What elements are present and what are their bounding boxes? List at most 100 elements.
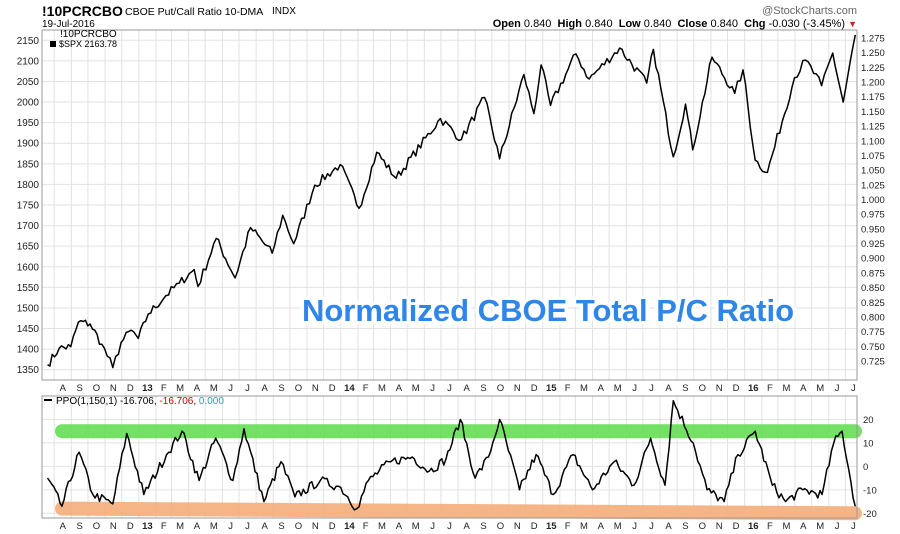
spx-line xyxy=(47,34,857,369)
ppo-legend: PPO(1,150,1) -16.706, -16.706, 0.000 xyxy=(44,396,224,407)
x-tick-label-lower: A xyxy=(800,521,807,532)
x-tick-label-upper: A xyxy=(262,383,269,394)
x-tick-label-upper: N xyxy=(514,383,521,394)
chg-value: -0.030 (-3.45%) xyxy=(768,18,846,30)
y-tick-label-right: 1.175 xyxy=(861,92,885,103)
x-tick-label-lower: A xyxy=(598,521,605,532)
stockcharts-watermark: @StockCharts.com xyxy=(762,5,857,17)
symbol-title: !10PCRCBO xyxy=(42,3,123,19)
x-tick-label-lower: 13 xyxy=(142,521,153,532)
x-tick-label-lower: S xyxy=(480,521,486,532)
ppo-value-2: -16.706 xyxy=(159,396,193,407)
y-tick-label-left: 1700 xyxy=(17,221,40,232)
chart-date: 19-Jul-2016 xyxy=(42,19,95,30)
y-tick-label-left: 1900 xyxy=(17,139,40,150)
panel-frames xyxy=(41,29,858,519)
y-tick-label-right: 1.075 xyxy=(861,151,885,162)
x-tick-label-upper: S xyxy=(480,383,486,394)
x-tick-label-lower: M xyxy=(816,521,824,532)
y-tick-label-left: 1550 xyxy=(17,283,40,294)
y-tick-label-right: 0.775 xyxy=(861,327,885,338)
x-tick-label-upper: M xyxy=(580,383,588,394)
x-tick-label-upper: J xyxy=(447,383,452,394)
chart-header: !10PCRCBO CBOE Put/Call Ratio 10-DMA IND… xyxy=(42,2,857,32)
low-label: Low xyxy=(618,18,641,30)
x-tick-label-upper: F xyxy=(767,383,773,394)
x-tick-label-upper: J xyxy=(835,383,840,394)
high-value: 0.840 xyxy=(585,18,613,30)
y-tick-label-left: 1600 xyxy=(17,262,40,273)
x-tick-label-upper: M xyxy=(378,383,386,394)
x-tick-label-upper: S xyxy=(76,383,82,394)
x-tick-label-lower: M xyxy=(378,521,386,532)
x-tick-label-upper: O xyxy=(699,383,706,394)
x-tick-label-lower: 15 xyxy=(546,521,557,532)
y-tick-label-right: 1.225 xyxy=(861,63,885,74)
x-tick-label-upper: J xyxy=(245,383,250,394)
x-tick-label-upper: S xyxy=(682,383,688,394)
x-tick-label-upper: M xyxy=(176,383,184,394)
y-tick-label-left: 1450 xyxy=(17,324,40,335)
ppo-value-1: -16.706 xyxy=(120,396,154,407)
x-tick-label-lower: M xyxy=(412,521,420,532)
x-tick-label-lower: F xyxy=(161,521,167,532)
y-tick-label-right: 1.125 xyxy=(861,122,885,133)
y-tick-label-right: 0.875 xyxy=(861,268,885,279)
y-tick-label-right: 1.200 xyxy=(861,78,885,89)
x-tick-label-upper: A xyxy=(194,383,201,394)
close-label: Close xyxy=(677,18,708,30)
x-tick-label-lower: S xyxy=(278,521,284,532)
y-tick-label-left: 1850 xyxy=(17,159,40,170)
x-tick-label-upper: O xyxy=(93,383,100,394)
ppo-line xyxy=(46,399,857,511)
x-tick-label-lower: M xyxy=(210,521,218,532)
y-tick-label-left: 1800 xyxy=(17,180,40,191)
x-tick-label-upper: A xyxy=(800,383,807,394)
x-tick-label-lower: A xyxy=(60,521,67,532)
x-tick-label-lower: A xyxy=(665,521,672,532)
x-tick-label-lower: J xyxy=(835,521,840,532)
x-tick-label-lower: O xyxy=(699,521,706,532)
x-tick-label-upper: F xyxy=(161,383,167,394)
exchange-label: INDX xyxy=(272,6,296,17)
y-tick-label-right: 1.275 xyxy=(861,34,885,45)
y-tick-label-right: 1.150 xyxy=(861,107,885,118)
x-tick-label-lower: M xyxy=(614,521,622,532)
symbol-description: CBOE Put/Call Ratio 10-DMA xyxy=(125,6,264,18)
x-tick-label-lower: A xyxy=(194,521,201,532)
x-tick-label-upper: M xyxy=(614,383,622,394)
x-tick-label-lower: O xyxy=(93,521,100,532)
x-tick-label-upper: O xyxy=(497,383,504,394)
x-tick-label-lower: M xyxy=(782,521,790,532)
y-tick-label-right: 0.850 xyxy=(861,283,885,294)
y-tick-label-left: 1500 xyxy=(17,303,40,314)
x-tick-label-lower: F xyxy=(363,521,369,532)
low-value: 0.840 xyxy=(643,18,672,30)
y-tick-label-right: 1.100 xyxy=(861,136,885,147)
y-tick-label-left: 1650 xyxy=(17,242,40,253)
x-tick-label-upper: A xyxy=(598,383,605,394)
x-tick-label-lower: N xyxy=(312,521,319,532)
high-label: High xyxy=(557,18,582,30)
y-tick-label-right: 0.950 xyxy=(861,224,885,235)
x-tick-label-upper: J xyxy=(649,383,654,394)
open-value: 0.840 xyxy=(523,18,552,30)
x-tick-label-upper: D xyxy=(127,383,134,394)
legend-spx: $SPX 2163.78 xyxy=(59,39,117,49)
x-tick-label-upper: S xyxy=(278,383,284,394)
y-tick-label-right: 0.750 xyxy=(861,342,885,353)
close-value: 0.840 xyxy=(710,18,738,30)
overlay-title-fill: Normalized CBOE Total P/C Ratio xyxy=(302,293,794,328)
y-tick-label-left: 2100 xyxy=(17,56,40,67)
legend-spx-swatch xyxy=(50,41,56,47)
x-tick-label-upper: J xyxy=(430,383,435,394)
x-tick-label-upper: F xyxy=(565,383,571,394)
ppo-bands xyxy=(55,424,862,521)
x-tick-label-lower: J xyxy=(228,521,233,532)
chg-label: Chg xyxy=(744,18,766,30)
y-tick-label-left: 1750 xyxy=(17,201,40,212)
x-tick-label-lower: D xyxy=(127,521,134,532)
legend-symbol: !10PCRCBO xyxy=(60,29,117,40)
x-tick-label-lower: M xyxy=(580,521,588,532)
